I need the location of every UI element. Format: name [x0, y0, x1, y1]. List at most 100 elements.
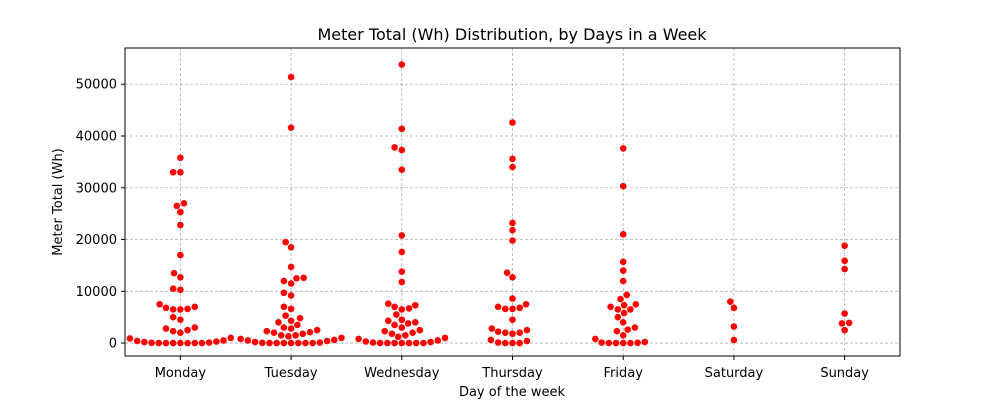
data-point-tuesday [263, 327, 271, 335]
data-point-monday [177, 251, 184, 259]
data-point-tuesday [280, 324, 288, 331]
x-tick-label-tuesday: Tuesday [264, 366, 318, 381]
data-point-tuesday [287, 243, 295, 251]
data-point-tuesday [313, 326, 321, 334]
data-point-tuesday [287, 263, 295, 271]
data-point-monday [169, 313, 177, 321]
data-point-friday [614, 306, 622, 313]
data-point-thursday [487, 336, 495, 344]
data-point-monday [177, 274, 184, 281]
data-point-monday [162, 339, 170, 347]
data-point-friday [619, 267, 627, 274]
y-tick-label: 10000 [76, 285, 117, 300]
data-point-wednesday [362, 338, 370, 345]
data-point-wednesday [427, 338, 434, 346]
data-point-friday [627, 306, 634, 313]
data-point-thursday [503, 269, 511, 276]
data-point-wednesday [398, 248, 406, 256]
data-point-monday [126, 335, 134, 342]
data-point-wednesday [398, 61, 406, 68]
data-point-monday [141, 338, 148, 346]
y-tick-label: 20000 [76, 233, 117, 248]
data-point-friday [614, 313, 622, 321]
x-tick-label-sunday: Sunday [820, 366, 869, 381]
y-axis: 0 10000 20000 30000 40000 50000 [76, 78, 125, 352]
data-point-monday [177, 316, 184, 324]
data-point-friday [619, 145, 627, 152]
data-point-thursday [523, 326, 531, 334]
data-point-thursday [522, 300, 530, 308]
data-point-monday [177, 339, 184, 347]
data-point-wednesday [412, 339, 420, 347]
data-point-friday [627, 339, 634, 347]
data-point-tuesday [292, 331, 299, 339]
data-point-friday [623, 291, 631, 299]
data-point-wednesday [398, 125, 406, 133]
data-point-tuesday [299, 330, 307, 338]
data-point-friday [607, 303, 614, 311]
data-point-monday [198, 339, 206, 347]
x-tick-label-friday: Friday [604, 366, 644, 381]
data-point-friday [619, 231, 627, 238]
data-point-thursday [509, 226, 516, 234]
data-point-tuesday [309, 339, 316, 347]
data-point-monday [156, 300, 163, 308]
data-point-tuesday [287, 280, 295, 287]
data-point-wednesday [398, 146, 406, 154]
x-axis-label: Day of the week [459, 385, 566, 400]
data-point-friday [620, 301, 628, 309]
data-point-monday [169, 168, 177, 176]
data-point-wednesday [398, 339, 406, 347]
data-point-thursday [509, 274, 516, 281]
data-point-tuesday [282, 238, 289, 246]
data-point-thursday [509, 316, 516, 324]
data-point-tuesday [306, 328, 314, 336]
data-point-saturday [730, 336, 738, 344]
x-tick-label-monday: Monday [155, 366, 207, 381]
data-point-friday [619, 277, 627, 285]
data-point-thursday [509, 119, 516, 126]
data-point-monday [184, 339, 191, 347]
x-tick-label-wednesday: Wednesday [364, 366, 440, 381]
y-tick-label: 40000 [76, 130, 117, 145]
data-point-thursday [488, 325, 496, 332]
data-point-monday [169, 339, 177, 347]
data-point-tuesday [300, 274, 307, 282]
data-point-monday [191, 303, 199, 311]
data-point-tuesday [302, 339, 309, 347]
data-point-monday [191, 324, 199, 331]
data-point-friday [612, 339, 620, 347]
data-point-tuesday [237, 335, 244, 343]
y-tick-label: 50000 [76, 78, 117, 93]
data-point-wednesday [398, 166, 406, 173]
data-point-sunday [841, 310, 848, 317]
data-points [126, 61, 853, 347]
data-point-wednesday [384, 300, 392, 308]
data-point-tuesday [285, 333, 292, 340]
x-tick-label-thursday: Thursday [481, 366, 543, 381]
data-point-thursday [516, 304, 523, 312]
data-point-friday [619, 331, 627, 339]
y-tick-label: 0 [109, 337, 117, 352]
data-point-wednesday [398, 268, 406, 275]
data-point-monday [148, 339, 155, 347]
data-point-monday [184, 326, 191, 334]
data-point-wednesday [398, 306, 406, 313]
data-point-wednesday [398, 232, 406, 239]
data-point-tuesday [270, 329, 278, 337]
data-point-wednesday [405, 339, 413, 347]
data-point-wednesday [441, 334, 449, 342]
data-point-tuesday [280, 289, 288, 297]
data-point-tuesday [338, 334, 345, 342]
data-point-monday [177, 221, 184, 229]
data-point-wednesday [420, 339, 427, 347]
data-point-monday [133, 337, 141, 345]
data-point-tuesday [287, 325, 295, 332]
data-point-thursday [523, 337, 531, 345]
data-point-tuesday [287, 305, 295, 313]
data-point-sunday [841, 242, 848, 250]
data-point-monday [155, 339, 163, 347]
data-point-thursday [502, 329, 509, 337]
data-point-thursday [509, 330, 516, 338]
data-point-thursday [509, 339, 516, 347]
